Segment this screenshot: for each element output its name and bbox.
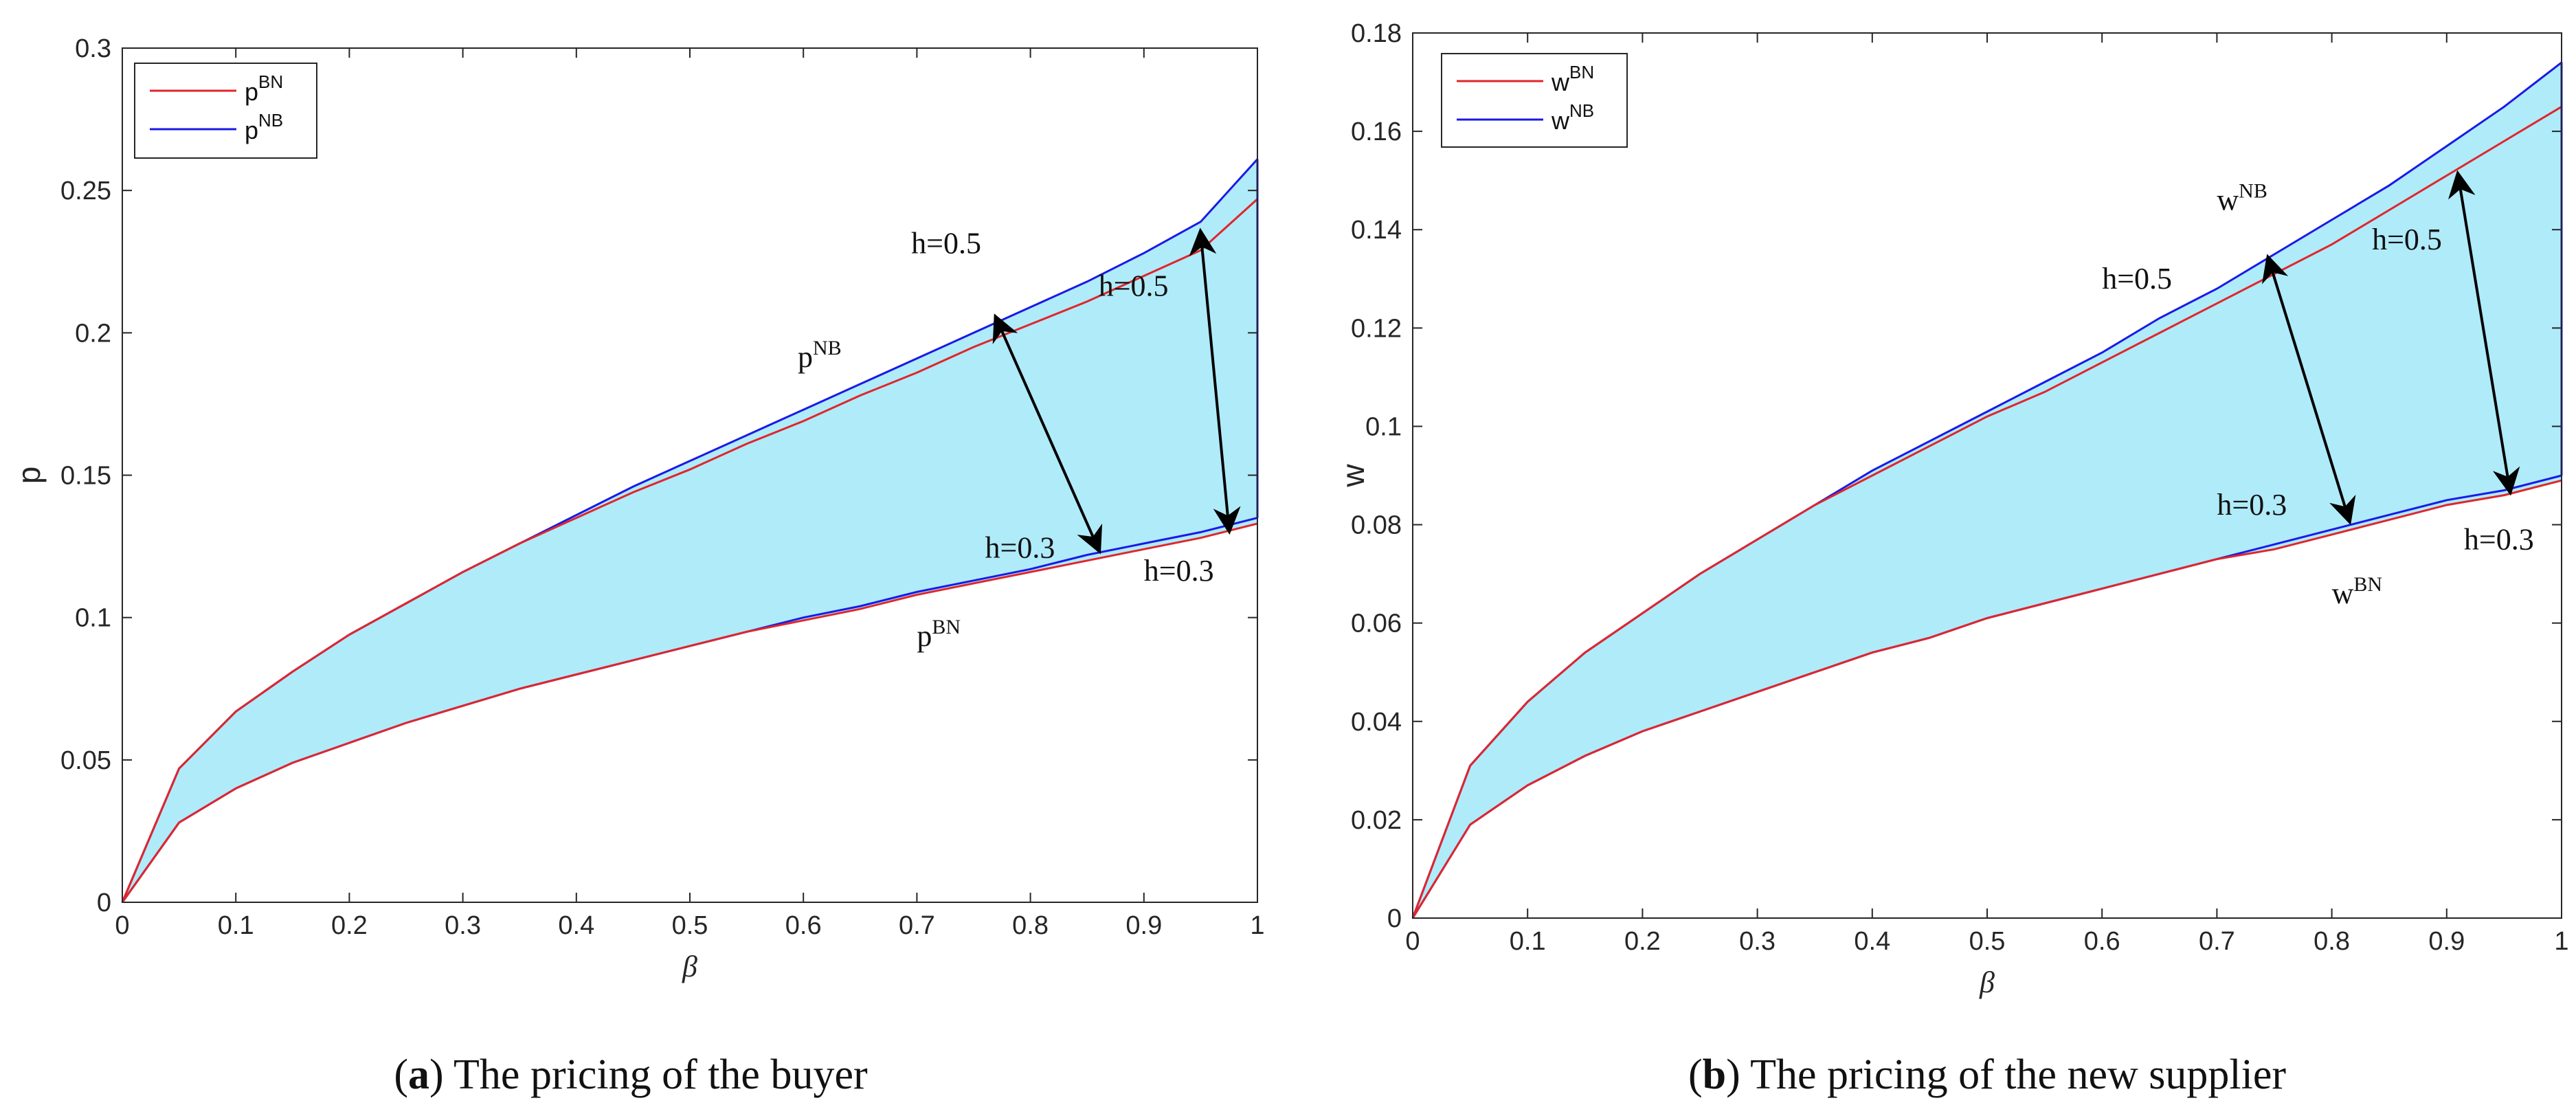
annotation-label: h=0.3 bbox=[985, 531, 1055, 565]
double-arrow bbox=[1189, 227, 1241, 535]
legend-label: wNB bbox=[1551, 100, 1594, 135]
annotation-label: h=0.3 bbox=[2464, 522, 2534, 556]
y-tick-label: 0.04 bbox=[1351, 708, 1402, 737]
annotation-label: wBN bbox=[2332, 573, 2382, 610]
y-tick-label: 0.15 bbox=[60, 462, 111, 491]
y-axis-label: p bbox=[11, 467, 47, 484]
y-tick-label: 0.12 bbox=[1351, 314, 1402, 343]
x-tick-label: 0.6 bbox=[2084, 927, 2120, 956]
annotation-label: h=0.5 bbox=[2372, 223, 2442, 256]
legend-label: pNB bbox=[245, 110, 283, 144]
x-tick-label: 0.5 bbox=[1969, 927, 2006, 956]
double-arrow bbox=[992, 313, 1103, 555]
series-line-4 bbox=[1411, 479, 2562, 919]
x-tick-label: 0.9 bbox=[1125, 911, 1162, 940]
y-axis-label: w bbox=[1335, 464, 1371, 488]
y-tick-label: 0.2 bbox=[75, 319, 111, 348]
x-tick-label: 0.8 bbox=[2314, 927, 2350, 956]
chart-2: 0 0.1 0.2 0.3 0.4 0.5 0.6 0.7 0.8 0.9 1 0 0.02 0.04 0.… bbox=[1335, 19, 2569, 1098]
annotation-label: h=0.5 bbox=[1099, 269, 1169, 302]
annotation-label: h=0.3 bbox=[1144, 554, 1214, 588]
y-tick-label: 0.05 bbox=[60, 746, 111, 775]
y-tick-label: 0.06 bbox=[1351, 610, 1402, 638]
y-tick-label: 0.02 bbox=[1351, 806, 1402, 835]
y-tick-label: 0.1 bbox=[1365, 412, 1402, 441]
x-tick-label: 0.3 bbox=[445, 911, 481, 940]
legend-box bbox=[134, 63, 317, 159]
x-tick-label: 0 bbox=[115, 911, 129, 940]
legend: wBN wNB bbox=[1441, 53, 1628, 148]
annotation-label: h=0.5 bbox=[911, 226, 981, 260]
legend-label: pBN bbox=[245, 71, 283, 106]
y-tick-label: 0.18 bbox=[1351, 19, 1402, 48]
legend-box bbox=[1441, 53, 1628, 148]
x-tick-label: 0.3 bbox=[1739, 927, 1776, 956]
x-tick-label: 0.2 bbox=[1624, 927, 1661, 956]
x-tick-label: 0.8 bbox=[1012, 911, 1049, 940]
x-tick-label: 0.2 bbox=[331, 911, 368, 940]
caption: (b) The pricing of the new supplier bbox=[1688, 1051, 2286, 1098]
y-tick-label: 0.14 bbox=[1351, 216, 1402, 245]
x-tick-label: 0.7 bbox=[899, 911, 935, 940]
x-tick-label: 1 bbox=[2554, 927, 2568, 956]
legend-label: wBN bbox=[1551, 62, 1594, 96]
y-tick-label: 0.16 bbox=[1351, 118, 1402, 146]
y-tick-label: 0.25 bbox=[60, 177, 111, 205]
x-tick-label: 0.7 bbox=[2199, 927, 2235, 956]
x-tick-label: 0.1 bbox=[1510, 927, 1546, 956]
y-tick-label: 0.08 bbox=[1351, 511, 1402, 540]
x-axis-label: β bbox=[682, 950, 697, 983]
series-line-4 bbox=[121, 522, 1258, 903]
annotation-label: wNB bbox=[2217, 180, 2267, 217]
series-line-2 bbox=[121, 198, 1259, 903]
annotation-label: h=0.3 bbox=[2217, 488, 2287, 522]
x-tick-label: 0 bbox=[1405, 927, 1420, 956]
x-tick-label: 0.1 bbox=[218, 911, 254, 940]
x-tick-label: 0.4 bbox=[558, 911, 594, 940]
double-arrow bbox=[2448, 170, 2520, 496]
annotation-label: h=0.5 bbox=[2102, 262, 2172, 295]
caption: (a) The pricing of the buyer bbox=[394, 1051, 868, 1098]
chart-1: 0 0.1 0.2 0.3 0.4 0.5 0.6 0.7 0.8 0.9 1 0 0.05 0.1 0.1… bbox=[11, 34, 1265, 1098]
double-arrow bbox=[2261, 254, 2356, 526]
x-axis-label: β bbox=[1979, 966, 1995, 999]
y-tick-label: 0.1 bbox=[75, 604, 111, 633]
shaded-region bbox=[122, 159, 1257, 903]
x-tick-label: 0.6 bbox=[785, 911, 822, 940]
y-tick-label: 0 bbox=[1387, 904, 1402, 933]
legend: pBN pNB bbox=[134, 63, 317, 159]
series-line-2 bbox=[1411, 106, 2562, 919]
x-tick-label: 0.5 bbox=[672, 911, 708, 940]
annotation-label: pNB bbox=[798, 337, 842, 374]
y-tick-label: 0 bbox=[97, 889, 111, 917]
y-tick-label: 0.3 bbox=[75, 34, 111, 63]
x-tick-label: 0.9 bbox=[2428, 927, 2465, 956]
x-tick-label: 1 bbox=[1250, 911, 1264, 940]
x-tick-label: 0.4 bbox=[1854, 927, 1890, 956]
annotation-label: pBN bbox=[917, 616, 961, 653]
